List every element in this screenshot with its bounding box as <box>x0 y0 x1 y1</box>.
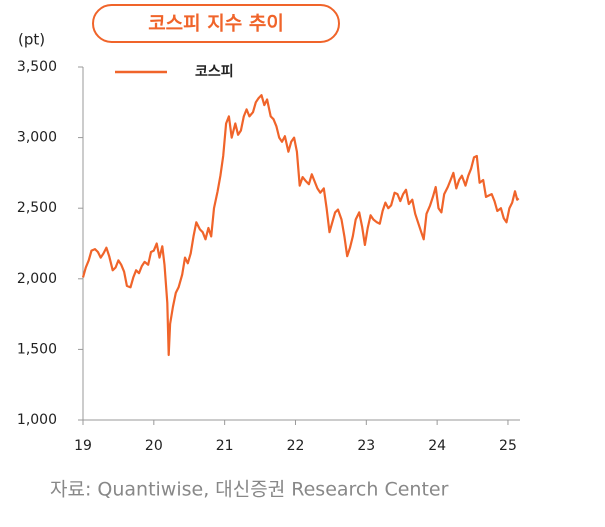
y-axis-label: (pt) <box>18 31 45 49</box>
y-tick-label: 3,000 <box>17 130 57 146</box>
source-note: 자료: Quantiwise, 대신증권 Research Center <box>50 479 449 501</box>
y-tick-label: 1,500 <box>17 341 57 357</box>
x-tick-label: 25 <box>499 438 517 454</box>
y-tick-label: 3,500 <box>17 59 57 75</box>
line <box>81 94 520 357</box>
legend-label: 코스피 <box>195 64 234 80</box>
x-tick-label: 21 <box>216 438 234 454</box>
x-tick-label: 22 <box>287 438 305 454</box>
x-tick-label: 20 <box>145 438 163 454</box>
y-tick-label: 2,500 <box>17 200 57 216</box>
chart-title: 코스피 지수 추이 <box>148 13 284 35</box>
x-tick-label: 19 <box>74 438 92 454</box>
y-tick-label: 1,000 <box>17 412 57 428</box>
title-pill <box>92 4 340 43</box>
x-tick-label: 24 <box>428 438 446 454</box>
x-tick-label: 23 <box>357 438 375 454</box>
y-tick-label: 2,000 <box>17 271 57 287</box>
